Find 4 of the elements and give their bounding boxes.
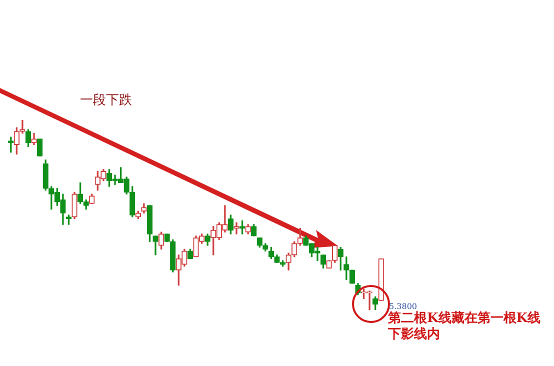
text: 5.3800 bbox=[389, 302, 418, 311]
candlestick bbox=[20, 120, 26, 134]
text: 一段下跌 bbox=[80, 93, 133, 110]
text: 第二根K线藏在第一根K线下影线内 bbox=[388, 311, 542, 344]
